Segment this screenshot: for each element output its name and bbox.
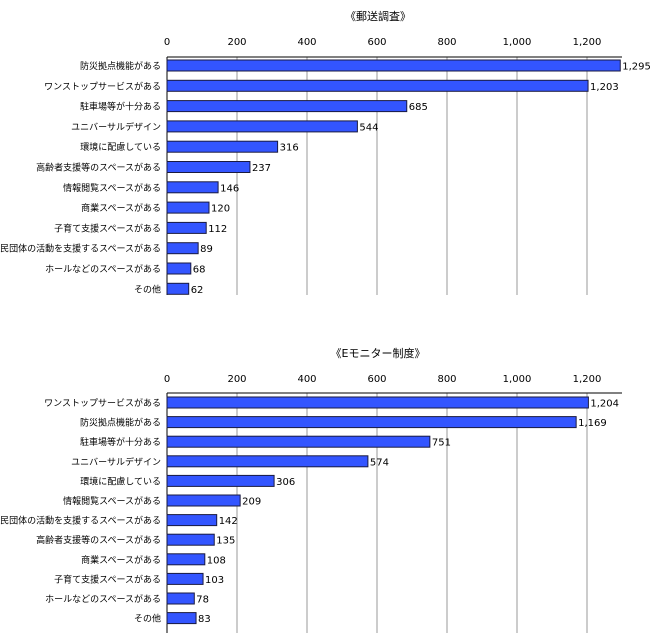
data-label: 135: [216, 536, 235, 547]
category-label: 駐車場等が十分ある: [80, 101, 161, 113]
data-label: 103: [205, 575, 224, 586]
x-tick-label: 800: [437, 37, 456, 48]
category-label: 子育て支援スペースがある: [54, 573, 161, 585]
bar: [166, 474, 275, 487]
bar: [166, 120, 358, 133]
data-label: 108: [207, 555, 226, 566]
data-label: 1,204: [590, 399, 619, 410]
data-label: 209: [242, 497, 261, 508]
x-tick-label: 400: [297, 374, 316, 385]
x-tick-label: 1,200: [573, 37, 602, 48]
data-label: 89: [200, 244, 213, 255]
x-tick-label: 400: [297, 37, 316, 48]
bar: [166, 435, 431, 448]
chart-title: 《Eモニター制度》: [331, 346, 426, 360]
bar: [166, 572, 204, 585]
bar: [166, 242, 199, 255]
chart-postal-survey: 《郵送調査》 0 200 400 600 800 1,000 1,200 防災拠点機能がある…: [0, 9, 650, 296]
category-label: 高齢者支援等のスペースがある: [36, 534, 161, 546]
bar: [166, 59, 621, 72]
bar: [166, 79, 589, 92]
bar: [166, 455, 369, 468]
data-label: 1,295: [622, 62, 650, 73]
data-label: 544: [359, 122, 378, 133]
data-label: 237: [252, 163, 271, 174]
x-tick-label: 1,000: [503, 374, 532, 385]
category-label: ワンストップサービスがある: [44, 80, 161, 92]
category-label: 環境に配慮している: [80, 141, 161, 153]
x-tick-label: 600: [367, 37, 386, 48]
data-label: 574: [370, 457, 389, 468]
bar: [166, 181, 219, 194]
bar: [166, 100, 408, 113]
data-label: 685: [409, 102, 428, 113]
category-label: 防災拠点機能がある: [80, 417, 161, 429]
category-label: 商業スペースがある: [81, 554, 161, 566]
bar: [166, 201, 210, 214]
category-label: 駐車場等が十分ある: [80, 436, 161, 448]
category-label: 商業スペースがある: [81, 202, 161, 214]
data-label: 62: [191, 285, 204, 296]
bar: [166, 612, 197, 625]
category-label: 高齢者支援等のスペースがある: [36, 162, 161, 174]
bar: [166, 161, 251, 173]
data-label: 142: [219, 516, 238, 527]
x-tick-label: 0: [164, 37, 170, 48]
bar: [166, 140, 279, 153]
bar: [166, 553, 206, 566]
category-label: ワンストップサービスがある: [44, 397, 161, 409]
x-tick-label: 1,200: [573, 374, 602, 385]
category-label: 市民団体の活動を支援するスペースがある: [0, 243, 161, 255]
data-label: 316: [280, 143, 299, 154]
data-label: 751: [432, 438, 451, 449]
category-label: ホールなどのスペースがある: [45, 593, 161, 605]
bar: [166, 262, 192, 275]
bar: [166, 416, 577, 429]
x-tick-label: 200: [227, 37, 246, 48]
category-label: その他: [134, 613, 161, 625]
data-label: 1,169: [578, 418, 607, 429]
category-label: ホールなどのスペースがある: [45, 263, 161, 275]
category-label: その他: [134, 283, 161, 295]
data-label: 120: [211, 204, 230, 215]
x-tick-label: 0: [164, 374, 170, 385]
category-label: ユニバーサルデザイン: [71, 456, 161, 468]
category-label: 市民団体の活動を支援するスペースがある: [0, 515, 161, 527]
bar: [166, 494, 241, 507]
category-label: 情報閲覧スペースがある: [63, 182, 161, 194]
bar: [166, 592, 195, 605]
category-label: 子育て支援スペースがある: [54, 222, 161, 234]
bar: [166, 533, 215, 546]
x-tick-label: 800: [437, 374, 456, 385]
data-label: 68: [193, 265, 206, 276]
x-tick-label: 200: [227, 374, 246, 385]
data-label: 306: [276, 477, 295, 488]
bar: [166, 514, 218, 527]
x-tick-label: 1,000: [503, 37, 532, 48]
category-label: 防災拠点機能がある: [80, 60, 161, 72]
data-label: 78: [196, 595, 209, 606]
data-label: 83: [198, 614, 211, 625]
bar: [166, 282, 190, 295]
bar: [166, 396, 589, 409]
data-label: 1,203: [590, 82, 619, 93]
category-label: 環境に配慮している: [80, 475, 161, 487]
data-label: 112: [208, 224, 227, 235]
chart-e-monitor: 《Eモニター制度》 0 200 400 600 800 1,000 1,200 ワンストップ…: [0, 346, 622, 633]
data-label: 146: [220, 183, 239, 194]
bar: [166, 221, 207, 234]
x-tick-label: 600: [367, 374, 386, 385]
category-label: ユニバーサルデザイン: [71, 121, 161, 133]
category-label: 情報閲覧スペースがある: [63, 495, 161, 507]
chart-title: 《郵送調査》: [345, 9, 411, 23]
